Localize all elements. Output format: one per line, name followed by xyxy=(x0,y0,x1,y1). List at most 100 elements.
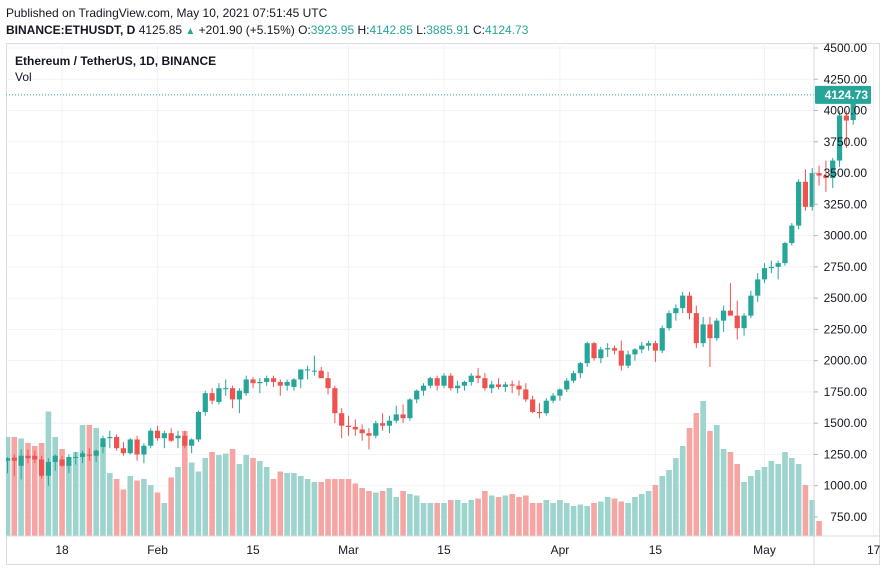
time-tick-label: 18 xyxy=(55,543,69,557)
candle-body xyxy=(489,384,495,389)
volume-bar xyxy=(338,479,345,536)
price-chart[interactable]: 4500.00 4250.00 4000.00 3750.00 3500.00 3250.… xyxy=(6,43,880,565)
volume-bar xyxy=(686,428,693,536)
candle-body xyxy=(816,173,822,176)
candle-body xyxy=(332,388,338,414)
candle-body xyxy=(148,430,154,446)
volume-bar xyxy=(182,431,188,536)
volume-bar xyxy=(611,498,618,536)
volume-bar xyxy=(216,455,222,536)
candle-body xyxy=(141,445,147,455)
volume-bar xyxy=(250,458,256,536)
candle-body xyxy=(502,384,508,387)
candle-body xyxy=(325,378,331,389)
volume-bar xyxy=(18,438,24,536)
close-value: 4124.73 xyxy=(484,23,529,37)
candle-body xyxy=(52,455,58,462)
volume-bar xyxy=(604,497,611,536)
volume-bar xyxy=(632,497,638,536)
volume-bar xyxy=(120,489,127,536)
candle-body xyxy=(434,378,440,386)
candle-body xyxy=(345,425,352,427)
volume-bar xyxy=(454,500,461,536)
candle-body xyxy=(189,439,195,446)
volume-bar xyxy=(427,503,434,536)
volume-bar xyxy=(325,479,331,536)
price-tick-label: 1250.00 xyxy=(824,447,868,461)
candle-body xyxy=(768,266,774,269)
volume-bar xyxy=(100,443,106,536)
candle-body xyxy=(400,414,406,419)
candle-body xyxy=(530,399,536,412)
candle-body xyxy=(468,375,474,382)
candle-body xyxy=(577,363,583,374)
volume-bar xyxy=(679,446,686,536)
candle-body xyxy=(407,399,413,419)
candle-body xyxy=(611,348,618,351)
open-label: O: xyxy=(298,23,311,37)
low-label: L: xyxy=(416,23,427,37)
volume-bar xyxy=(598,501,604,536)
candle-body xyxy=(359,429,365,434)
volume-bar xyxy=(168,477,174,536)
time-tick-label: Apr xyxy=(551,543,570,557)
volume-bar xyxy=(147,485,154,536)
candle-body xyxy=(584,343,590,364)
price-tick-label: 750.00 xyxy=(830,510,867,524)
volume-bar xyxy=(195,471,202,536)
volume-bar xyxy=(284,473,290,536)
candle-body xyxy=(229,388,236,400)
candle-body xyxy=(557,389,563,396)
candle-body xyxy=(775,263,781,267)
time-tick-label: Feb xyxy=(147,543,168,557)
candle-body xyxy=(236,390,242,400)
volume-bar xyxy=(379,491,386,536)
price-change: +201.90 (+5.15%) xyxy=(198,23,295,37)
volume-bar xyxy=(461,503,468,536)
candle-body xyxy=(659,328,665,351)
up-arrow-icon: ▲ xyxy=(185,26,196,37)
candle-body xyxy=(73,456,79,458)
candle-body xyxy=(339,413,345,426)
candle-body xyxy=(420,385,427,391)
published-caption: Published on TradingView.com, May 10, 20… xyxy=(6,6,328,20)
candle-body xyxy=(175,435,181,439)
candle-body xyxy=(693,313,699,344)
ohlc-line: BINANCE:ETHUSDT, D 4125.85 ▲ +201.90 (+5… xyxy=(6,22,880,39)
last-price-tag xyxy=(815,85,871,104)
volume-bar xyxy=(802,485,809,536)
candle-body xyxy=(598,349,604,359)
volume-bar xyxy=(263,467,270,536)
candle-body xyxy=(195,411,202,440)
volume-bar xyxy=(141,479,147,536)
volume-bar xyxy=(413,495,420,536)
volume-bar xyxy=(482,491,488,536)
volume-bar xyxy=(468,500,475,536)
candle-body xyxy=(734,315,740,329)
price-tick-label: 4000.00 xyxy=(824,104,868,118)
candle-body xyxy=(536,411,543,414)
candle-body xyxy=(645,343,652,346)
candle-body xyxy=(809,173,815,207)
candle-body xyxy=(686,295,693,314)
volume-bar xyxy=(516,497,522,536)
volume-bar xyxy=(175,467,181,536)
volume-bar xyxy=(748,476,754,536)
candle-body xyxy=(202,393,208,412)
volume-bar xyxy=(352,483,359,536)
volume-bar xyxy=(652,485,659,536)
volume-bar xyxy=(161,503,168,536)
volume-bar xyxy=(782,452,788,536)
candle-body xyxy=(605,348,611,350)
candle-body xyxy=(277,381,283,386)
volume-bar xyxy=(693,413,700,536)
price-tick-label: 2750.00 xyxy=(824,260,868,274)
volume-bar xyxy=(495,497,502,536)
last-price: 4125.85 xyxy=(138,23,183,37)
time-tick-label: 15 xyxy=(649,543,663,557)
candle-body xyxy=(352,426,358,430)
candle-body xyxy=(823,175,829,179)
volume-bar xyxy=(127,476,134,536)
candle-body xyxy=(448,375,454,389)
volume-bar xyxy=(475,498,481,536)
